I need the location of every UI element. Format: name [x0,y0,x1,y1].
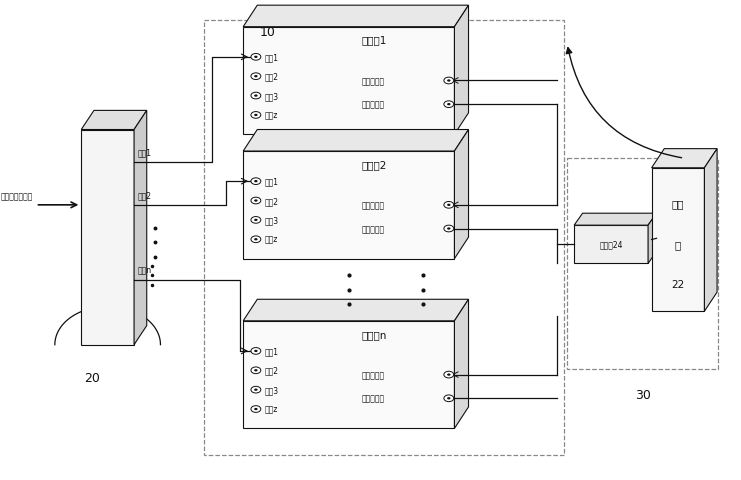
Text: 机: 机 [675,240,681,249]
Polygon shape [243,6,468,28]
Circle shape [251,386,261,393]
Polygon shape [243,152,454,259]
Polygon shape [243,130,468,152]
Circle shape [447,397,451,400]
Circle shape [251,74,261,80]
Text: 通道1: 通道1 [265,347,279,356]
Polygon shape [243,300,468,321]
Text: 通道3: 通道3 [265,92,279,101]
Circle shape [444,372,453,378]
Text: 30: 30 [635,388,651,401]
Text: 触发输出端: 触发输出端 [362,100,385,109]
Circle shape [251,348,261,355]
Text: 20: 20 [84,371,100,384]
Circle shape [254,180,258,183]
Text: 通道1: 通道1 [265,53,279,62]
Text: 22: 22 [671,279,685,289]
Polygon shape [651,149,717,168]
Circle shape [251,112,261,119]
Text: 触发输入端: 触发输入端 [362,371,385,379]
Text: 通道2: 通道2 [265,72,279,82]
Text: 10: 10 [260,26,276,39]
Text: 示波器1: 示波器1 [362,36,387,46]
Text: 交换机24: 交换机24 [599,240,623,249]
Circle shape [251,217,261,224]
Polygon shape [651,168,705,312]
Text: 通道z: 通道z [265,405,278,414]
Polygon shape [648,214,657,264]
Circle shape [254,369,258,372]
Circle shape [254,219,258,222]
Text: 输出1: 输出1 [138,148,152,157]
Polygon shape [705,149,717,312]
Polygon shape [574,214,657,226]
Circle shape [444,226,453,232]
Circle shape [254,76,258,78]
Text: 触发输入端: 触发输入端 [362,77,385,86]
Text: 触发输出端: 触发输出端 [362,394,385,403]
Text: 通道3: 通道3 [265,216,279,225]
Circle shape [251,179,261,185]
Circle shape [251,54,261,61]
Circle shape [251,198,261,204]
Text: 用于校正的信号: 用于校正的信号 [1,192,33,201]
Circle shape [444,202,453,209]
Text: 通道z: 通道z [265,111,278,120]
Circle shape [447,204,451,206]
Circle shape [251,406,261,412]
Polygon shape [574,226,648,264]
Circle shape [254,200,258,202]
Circle shape [444,395,453,402]
Text: 输出n: 输出n [138,266,152,275]
Circle shape [254,239,258,241]
Circle shape [254,115,258,117]
Circle shape [254,350,258,352]
Text: 通道1: 通道1 [265,177,279,186]
Text: 通道2: 通道2 [265,366,279,375]
Circle shape [447,104,451,106]
Circle shape [251,237,261,243]
Text: 触发输入端: 触发输入端 [362,201,385,210]
Circle shape [251,93,261,100]
Polygon shape [82,130,134,345]
Circle shape [254,95,258,97]
Circle shape [254,57,258,59]
Circle shape [444,78,453,84]
Polygon shape [243,28,454,135]
Text: 上位: 上位 [672,199,684,209]
Text: 示波器n: 示波器n [362,329,387,339]
Polygon shape [134,111,147,345]
Text: 触发输出端: 触发输出端 [362,225,385,233]
Circle shape [447,228,451,230]
Text: 通道z: 通道z [265,235,278,244]
Text: 输出2: 输出2 [138,191,152,200]
Polygon shape [454,6,468,135]
FancyArrowPatch shape [566,48,682,158]
Text: 通道2: 通道2 [265,197,279,205]
Circle shape [254,408,258,410]
Polygon shape [82,111,147,130]
Text: 示波器2: 示波器2 [362,160,387,169]
Circle shape [251,367,261,374]
Polygon shape [454,300,468,429]
Polygon shape [454,130,468,259]
Circle shape [447,373,451,376]
Text: 通道3: 通道3 [265,385,279,395]
Polygon shape [243,321,454,429]
Circle shape [447,80,451,83]
Circle shape [444,102,453,108]
Circle shape [254,389,258,391]
